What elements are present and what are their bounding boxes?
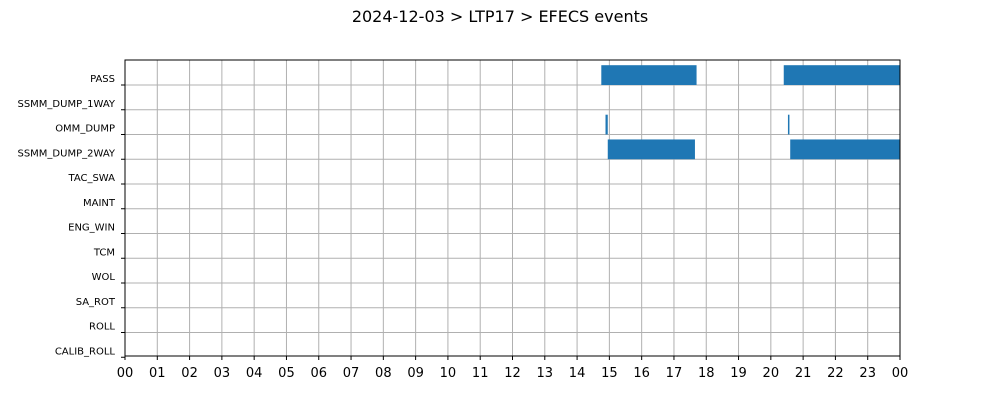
x-tick-label: 22 xyxy=(827,366,844,381)
x-tick-label: 05 xyxy=(278,366,295,381)
y-tick-label: OMM_DUMP xyxy=(55,124,115,135)
x-tick-label: 11 xyxy=(472,366,489,381)
y-tick-label: TCM xyxy=(93,247,115,258)
event-bar-pass xyxy=(601,65,697,85)
x-tick-label: 04 xyxy=(246,366,263,381)
y-tick-label: ROLL xyxy=(89,322,115,333)
x-tick-label: 21 xyxy=(795,366,812,381)
chart-title: 2024-12-03 > LTP17 > EFECS events xyxy=(352,7,648,26)
x-tick-label: 20 xyxy=(763,366,780,381)
x-tick-label: 13 xyxy=(537,366,554,381)
x-tick-label: 14 xyxy=(569,366,586,381)
x-tick-label: 16 xyxy=(633,366,650,381)
event-bar-ssmm-dump-2way xyxy=(790,139,900,160)
x-tick-label: 02 xyxy=(181,366,198,381)
x-tick-label: 00 xyxy=(117,366,134,381)
grid-lines xyxy=(125,60,900,356)
x-tick-label: 03 xyxy=(214,366,231,381)
y-tick-label: MAINT xyxy=(83,198,116,209)
x-tick-label: 09 xyxy=(407,366,424,381)
x-tick-label: 18 xyxy=(698,366,715,381)
event-bar-omm-dump xyxy=(605,114,608,135)
y-tick-label: TAC_SWA xyxy=(67,173,115,184)
x-tick-label: 08 xyxy=(375,366,392,381)
event-bars xyxy=(601,65,900,160)
x-tick-label: 07 xyxy=(343,366,360,381)
y-tick-label: CALIB_ROLL xyxy=(55,346,116,357)
x-tick-label: 23 xyxy=(859,366,876,381)
x-axis: 00 01 02 03 04 05 06 07 08 09 10 11 12 13 14 15 16 17 18 19… xyxy=(117,356,909,381)
x-tick-label: 12 xyxy=(504,366,521,381)
x-tick-label: 10 xyxy=(440,366,457,381)
x-tick-label: 01 xyxy=(149,366,166,381)
event-bar-ssmm-dump-2way xyxy=(607,139,695,160)
event-bar-pass xyxy=(783,65,900,85)
y-axis: PASS SSMM_DUMP_1WAY OMM_DUMP SSMM_DUMP_2WAY… xyxy=(17,74,125,358)
x-tick-label: 06 xyxy=(310,366,327,381)
x-tick-label: 17 xyxy=(666,366,683,381)
x-tick-label: 19 xyxy=(730,366,747,381)
x-tick-label: 00 xyxy=(892,366,909,381)
y-tick-label: PASS xyxy=(90,74,115,85)
event-bar-omm-dump xyxy=(787,114,790,135)
y-tick-label: SA_ROT xyxy=(76,297,116,308)
y-tick-label: WOL xyxy=(92,272,116,283)
x-tick-label: 15 xyxy=(601,366,618,381)
y-tick-label: ENG_WIN xyxy=(68,223,115,234)
y-tick-label: SSMM_DUMP_1WAY xyxy=(17,99,115,110)
y-tick-label: SSMM_DUMP_2WAY xyxy=(17,148,115,159)
